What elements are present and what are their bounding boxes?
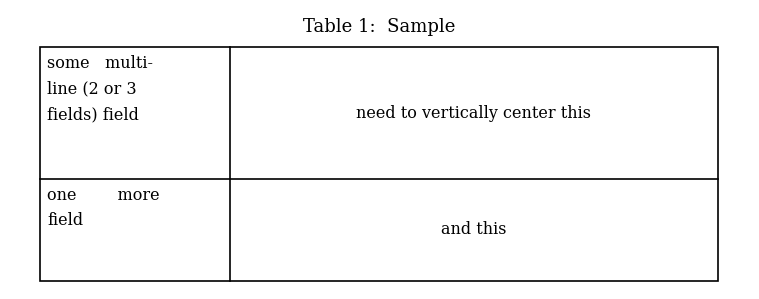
Text: need to vertically center this: need to vertically center this [357,104,591,121]
Bar [40,47,718,281]
Text: and this: and this [441,222,507,239]
Text: some   multi-
line (2 or 3
fields) field: some multi- line (2 or 3 fields) field [47,55,153,123]
Text: Table 1:  Sample: Table 1: Sample [303,18,455,36]
Text: one        more
field: one more field [47,187,159,229]
